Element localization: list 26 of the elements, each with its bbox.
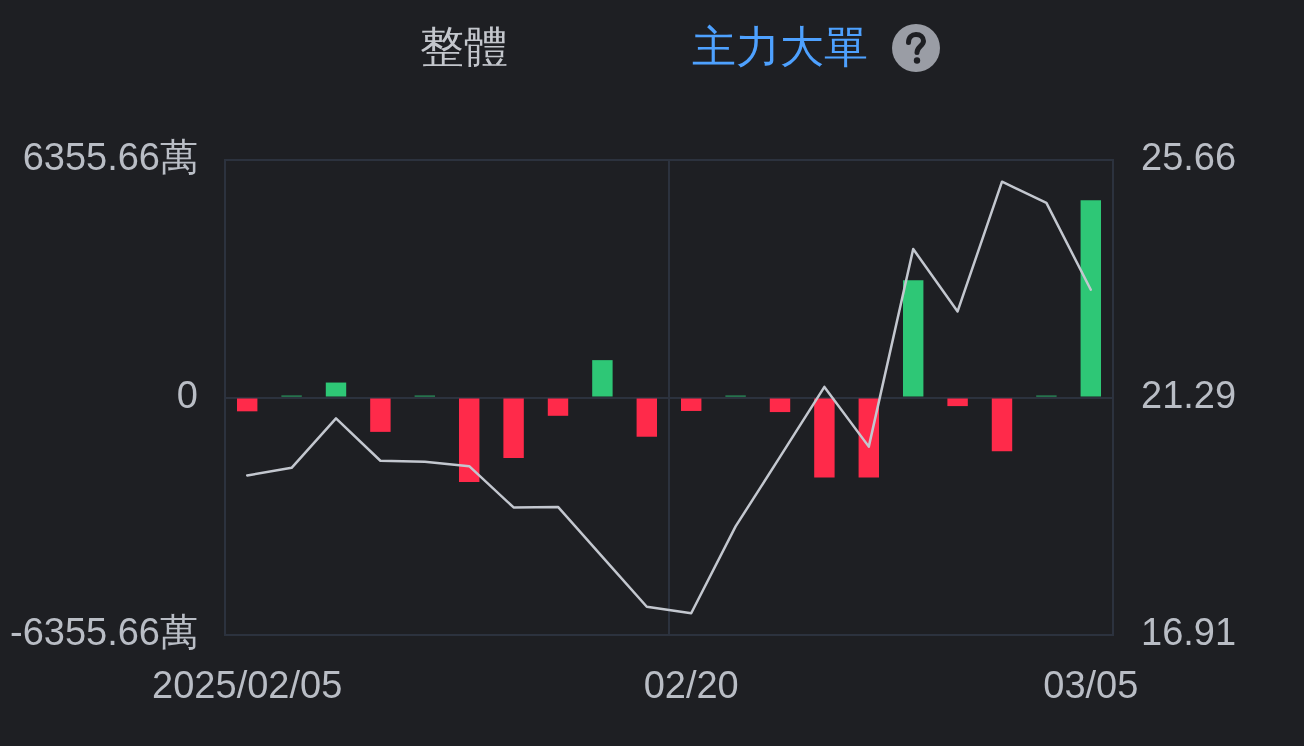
bar	[370, 398, 391, 432]
x-tick-label: 02/20	[643, 664, 739, 707]
y2-tick-label: 21.29	[1141, 373, 1237, 416]
bar	[769, 398, 791, 413]
bar	[547, 398, 569, 416]
bar	[592, 360, 613, 397]
x-tick-label: 03/05	[1043, 664, 1139, 707]
bar	[636, 398, 658, 437]
bar	[236, 398, 258, 412]
bar	[991, 398, 1013, 452]
bar	[458, 398, 480, 482]
y2-tick-label: 16.91	[1141, 611, 1237, 654]
y-tick-label: -6355.66萬	[9, 611, 198, 654]
y2-tick-label: 25.66	[1141, 136, 1237, 179]
x-tick-label: 2025/02/05	[152, 664, 343, 707]
y-tick-label: 0	[176, 373, 198, 416]
bar	[947, 398, 968, 407]
text: 主力大單	[692, 20, 868, 74]
bar	[680, 398, 702, 411]
bar	[814, 398, 835, 478]
y-tick-label: 6355.66萬	[22, 136, 198, 179]
bar	[902, 280, 924, 397]
bar	[1080, 200, 1102, 397]
bar	[325, 382, 347, 397]
text: 整體	[420, 20, 508, 74]
bar	[503, 398, 524, 459]
